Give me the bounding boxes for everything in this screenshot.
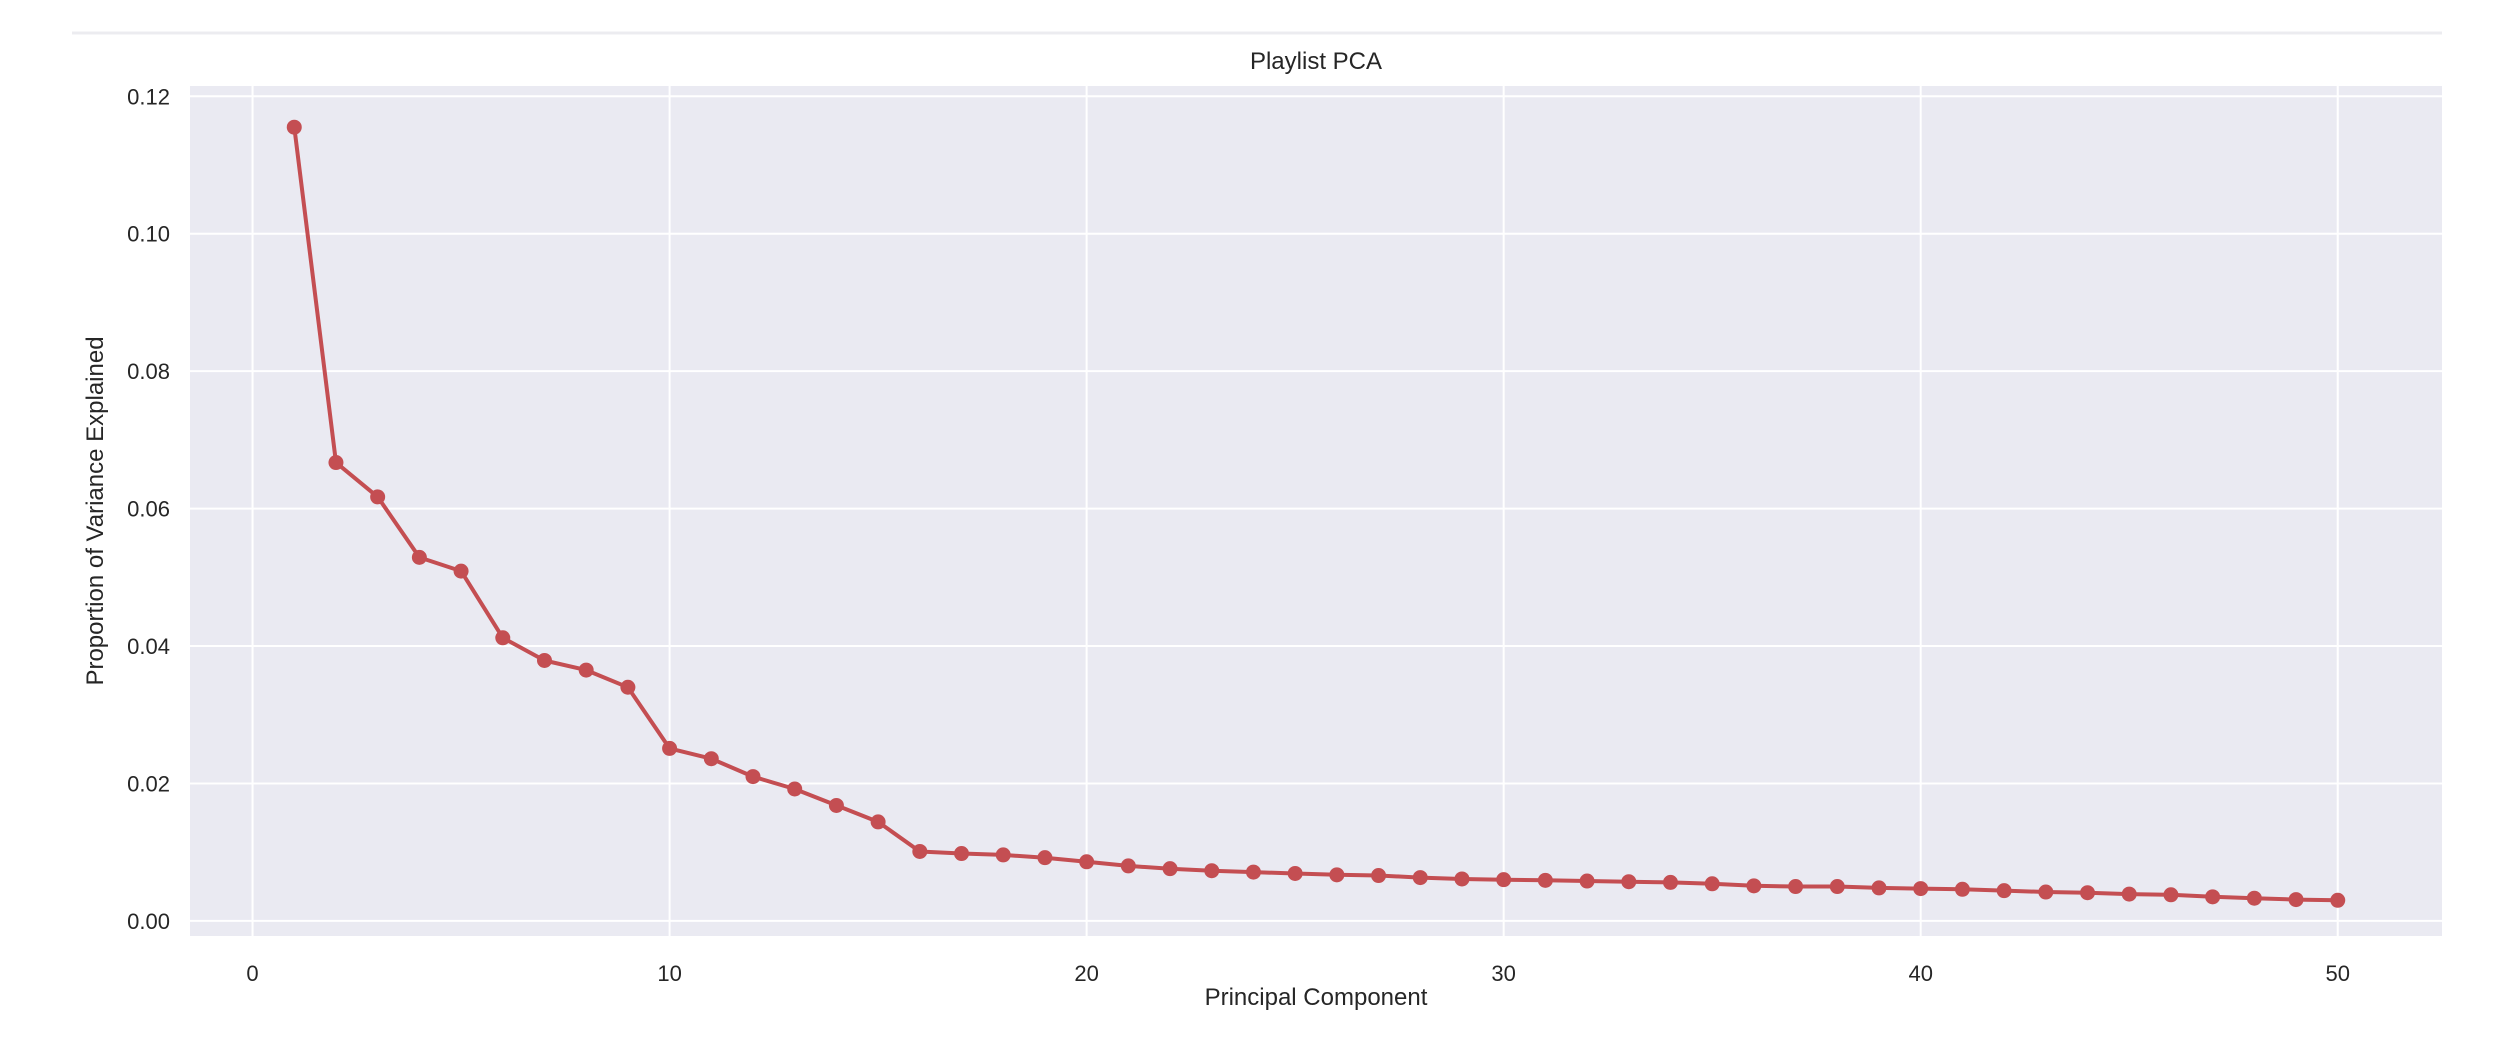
data-point bbox=[328, 455, 344, 471]
data-point bbox=[745, 769, 761, 785]
data-point bbox=[536, 652, 552, 668]
data-point bbox=[954, 846, 970, 862]
y-tick-label: 0.06 bbox=[127, 497, 170, 522]
data-point bbox=[1329, 867, 1345, 883]
data-point bbox=[870, 814, 886, 830]
data-point bbox=[1371, 868, 1387, 884]
y-axis-label: Proportion of Variance Explained bbox=[82, 336, 109, 685]
x-tick-label: 30 bbox=[1491, 961, 1515, 986]
data-point bbox=[2080, 885, 2096, 901]
data-point bbox=[453, 563, 469, 579]
data-point bbox=[1412, 870, 1428, 886]
y-tick-label: 0.04 bbox=[127, 634, 170, 659]
data-point bbox=[1829, 879, 1845, 895]
x-tick-label: 10 bbox=[657, 961, 681, 986]
data-point bbox=[787, 781, 803, 797]
data-point bbox=[1162, 861, 1178, 877]
data-point bbox=[411, 549, 427, 565]
data-point bbox=[912, 843, 928, 859]
data-point bbox=[1537, 872, 1553, 888]
x-tick-label: 40 bbox=[1908, 961, 1932, 986]
data-point bbox=[1454, 871, 1470, 887]
data-point bbox=[495, 630, 511, 646]
y-tick-label: 0.10 bbox=[127, 222, 170, 247]
data-point bbox=[1579, 873, 1595, 889]
x-tick-label: 50 bbox=[2325, 961, 2349, 986]
y-tick-label: 0.08 bbox=[127, 359, 170, 384]
y-tick-label: 0.12 bbox=[127, 84, 170, 109]
data-point bbox=[2038, 884, 2054, 900]
data-point bbox=[1287, 865, 1303, 881]
data-point bbox=[1913, 881, 1929, 897]
data-point bbox=[286, 119, 302, 135]
data-point bbox=[620, 679, 636, 695]
tick-labels: 0 10 20 30 40 50 0.00 0.02 0.04 0.06 0.08 0.10 0.12 bbox=[127, 84, 2350, 986]
data-point bbox=[828, 797, 844, 813]
data-point bbox=[1996, 883, 2012, 899]
x-tick-label: 0 bbox=[246, 961, 258, 986]
y-tick-label: 0.02 bbox=[127, 771, 170, 796]
data-point bbox=[1079, 854, 1095, 870]
data-point bbox=[1662, 874, 1678, 890]
data-point bbox=[1120, 858, 1136, 874]
grid-lines bbox=[190, 86, 2442, 936]
x-tick-label: 20 bbox=[1074, 961, 1098, 986]
data-point bbox=[995, 847, 1011, 863]
data-point bbox=[1496, 872, 1512, 888]
data-point bbox=[2288, 892, 2304, 908]
data-point bbox=[2121, 886, 2137, 902]
y-tick-label: 0.00 bbox=[127, 909, 170, 934]
data-point bbox=[1746, 878, 1762, 894]
data-point bbox=[1037, 850, 1053, 866]
data-point bbox=[2246, 890, 2262, 906]
chart-title: Playlist PCA bbox=[1250, 48, 1382, 75]
data-point bbox=[1871, 880, 1887, 896]
data-point bbox=[2205, 889, 2221, 905]
data-point bbox=[1704, 876, 1720, 892]
data-point bbox=[1788, 879, 1804, 895]
data-point bbox=[370, 489, 386, 505]
plot-background bbox=[190, 86, 2442, 936]
data-point bbox=[662, 740, 678, 756]
x-axis-label: Principal Component bbox=[1205, 984, 1428, 1011]
data-point bbox=[2163, 887, 2179, 903]
series-points bbox=[286, 119, 2346, 908]
data-point bbox=[1954, 881, 1970, 897]
data-point bbox=[1245, 864, 1261, 880]
data-point bbox=[1204, 863, 1220, 879]
data-point bbox=[703, 751, 719, 767]
data-point bbox=[1621, 874, 1637, 890]
data-point bbox=[578, 662, 594, 678]
data-point bbox=[2330, 892, 2346, 908]
